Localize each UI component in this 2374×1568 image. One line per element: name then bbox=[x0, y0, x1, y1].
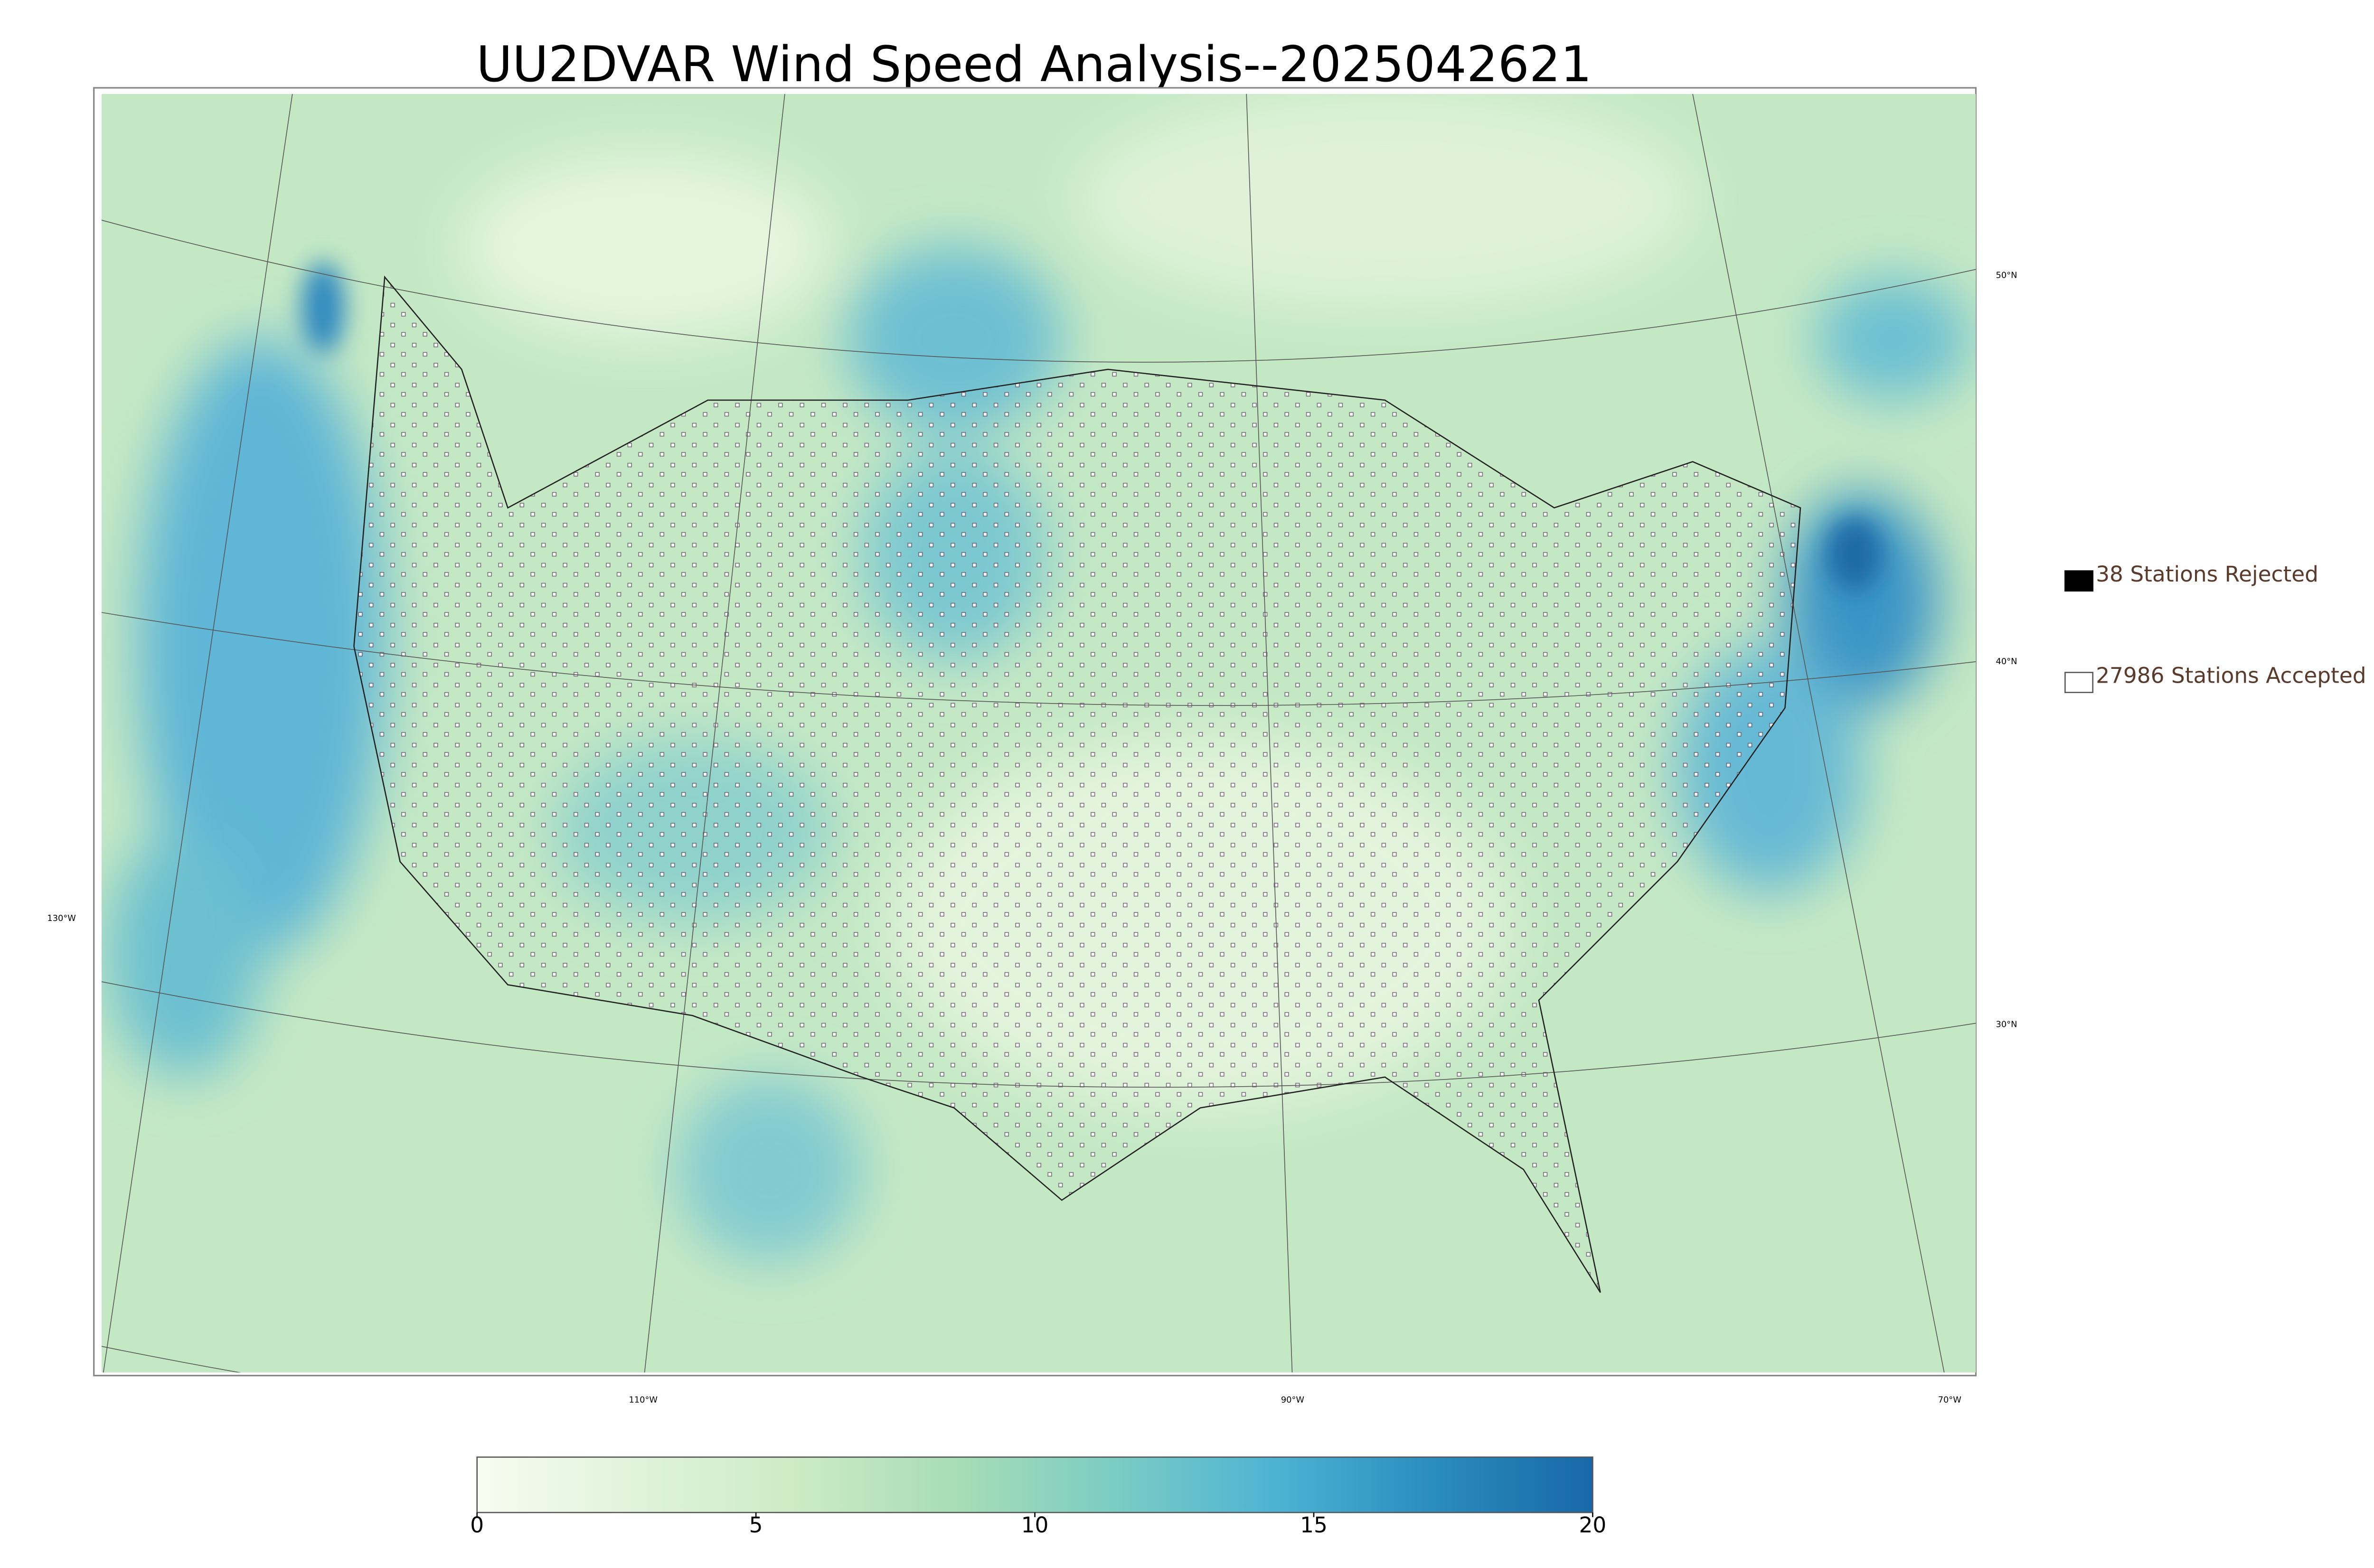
graticule-label: 30°N bbox=[1996, 1020, 2017, 1030]
graticule-label: 130°W bbox=[47, 913, 76, 923]
graticule-label: 70°W bbox=[1938, 1395, 1962, 1405]
legend-label: 27986 Stations Accepted bbox=[2096, 663, 2366, 688]
map: 50°N 40°N 30°N 130°W 110°W 90°W 70°W bbox=[47, 87, 2017, 1405]
title: UU2DVAR Wind Speed Analysis--2025042621 bbox=[476, 36, 1592, 93]
legend-swatch bbox=[2064, 672, 2094, 693]
colorbar-scale bbox=[476, 1456, 1593, 1513]
colorbar-tick-label: 20 bbox=[1579, 1512, 1607, 1538]
legend-label: 38 Stations Rejected bbox=[2096, 562, 2318, 587]
legend: 38 Stations Rejected 27986 Stations Accep… bbox=[2064, 562, 2366, 693]
legend-swatch bbox=[2064, 570, 2094, 592]
colorbar-tick-label: 5 bbox=[749, 1512, 763, 1538]
colorbar-tick-label: 0 bbox=[470, 1512, 484, 1538]
colorbar-tick-label: 15 bbox=[1300, 1512, 1328, 1538]
graticule-label: 90°W bbox=[1281, 1395, 1305, 1405]
graticule-label: 50°N bbox=[1996, 270, 2017, 280]
wind-field bbox=[101, 94, 1976, 1373]
colorbar: 0 5 10 15 20 bbox=[470, 1456, 1607, 1538]
graticule-label: 110°W bbox=[629, 1395, 658, 1405]
graticule-label: 40°N bbox=[1996, 657, 2017, 667]
colorbar-tick-label: 10 bbox=[1021, 1512, 1049, 1538]
